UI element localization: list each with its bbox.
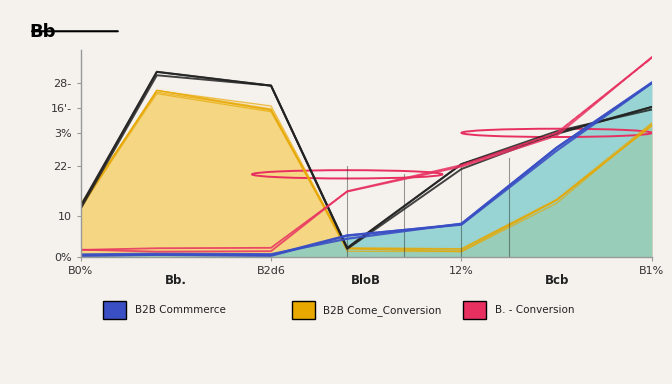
Text: B2B Commmerce: B2B Commmerce (135, 305, 226, 315)
Text: B2B Come_Conversion: B2B Come_Conversion (323, 305, 442, 316)
FancyBboxPatch shape (464, 301, 487, 319)
Text: BloB: BloB (351, 274, 381, 287)
Text: Bb: Bb (30, 23, 56, 41)
Text: B. - Conversion: B. - Conversion (495, 305, 575, 315)
FancyBboxPatch shape (292, 301, 314, 319)
Text: Bcb: Bcb (544, 274, 569, 287)
Text: Bb.: Bb. (165, 274, 187, 287)
FancyBboxPatch shape (103, 301, 126, 319)
